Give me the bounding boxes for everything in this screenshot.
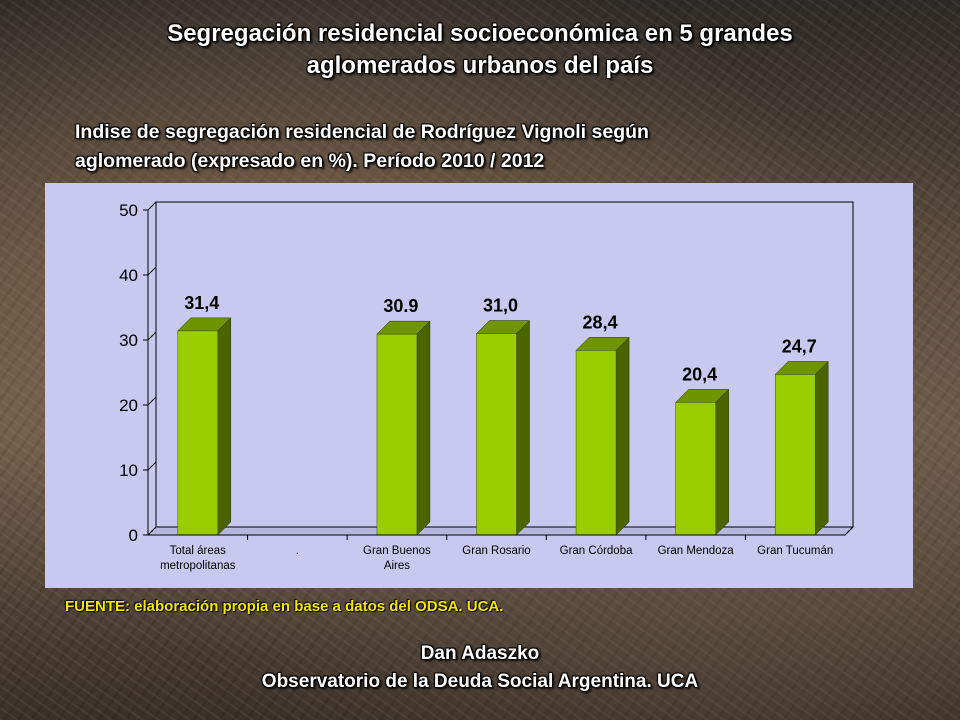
- x-tick-label: Gran Mendoza: [658, 545, 735, 557]
- x-tick-label: Gran Córdoba: [560, 545, 633, 557]
- x-tick-label: Total áreas: [170, 545, 227, 557]
- bar: [476, 333, 517, 536]
- y-tick-depth: [147, 266, 157, 276]
- bar: [675, 402, 716, 536]
- bar-value-label: 31,4: [184, 293, 219, 313]
- bar-value-label: 30.9: [383, 296, 418, 316]
- bar-value-label: 28,4: [583, 312, 618, 332]
- x-axis-end-edge: [844, 526, 854, 536]
- bar-side: [217, 317, 232, 536]
- bar-side: [715, 388, 729, 536]
- x-tick-label: .: [296, 545, 299, 557]
- y-tick-label: 0: [129, 526, 138, 545]
- x-tick-label: Gran Buenos: [363, 545, 431, 557]
- y-tick-label: 30: [119, 331, 138, 350]
- slide-title: Segregación residencial socioeconómica e…: [100, 18, 860, 82]
- bar: [177, 330, 219, 536]
- slide-title-line2: aglomerados urbanos del país: [306, 52, 654, 79]
- source-note: FUENTE: elaboración propia en base a dat…: [65, 598, 504, 615]
- y-tick-depth: [147, 201, 157, 211]
- y-tick-depth: [147, 331, 157, 341]
- bar-side: [615, 336, 630, 536]
- x-tick-label: Gran Tucumán: [757, 545, 833, 557]
- y-tick-label: 50: [119, 201, 138, 220]
- bar-value-label: 20,4: [682, 364, 717, 384]
- x-tick-label: Gran Rosario: [462, 545, 530, 557]
- y-tick-label: 40: [119, 266, 138, 285]
- bar-value-label: 31,0: [483, 296, 518, 316]
- author-name: Dan Adaszko: [420, 643, 540, 664]
- bar-value-label: 24,7: [782, 336, 817, 356]
- bar-side: [814, 360, 829, 536]
- x-tick-label: Aires: [384, 560, 410, 572]
- y-tick-depth: [147, 461, 157, 471]
- bar-side: [516, 319, 530, 536]
- bar: [575, 350, 617, 536]
- y-tick-depth: [147, 396, 157, 406]
- chart-title-line2: aglomerado (expresado en %). Período 201…: [75, 150, 545, 172]
- chart-title: Indise de segregación residencial de Rod…: [75, 118, 835, 176]
- y-tick-label: 20: [119, 396, 138, 415]
- x-tick-label: metropolitanas: [160, 560, 236, 572]
- y-tick-depth: [147, 526, 157, 536]
- chart-panel: 0 10 20 30 40 50 31,4 Total áreas metropolitanas…: [45, 183, 913, 588]
- organization-name: Observatorio de la Deuda Social Argentin…: [261, 671, 699, 692]
- y-tick-label: 10: [119, 461, 138, 480]
- chart-title-line1: Indise de segregación residencial de Rod…: [75, 121, 649, 143]
- slide-title-line1: Segregación residencial socioeconómica e…: [167, 20, 793, 47]
- bar-side: [416, 320, 431, 536]
- bar: [774, 374, 816, 536]
- bar: [376, 333, 418, 536]
- bar-chart: 0 10 20 30 40 50 31,4 Total áreas metropolitanas…: [119, 201, 855, 572]
